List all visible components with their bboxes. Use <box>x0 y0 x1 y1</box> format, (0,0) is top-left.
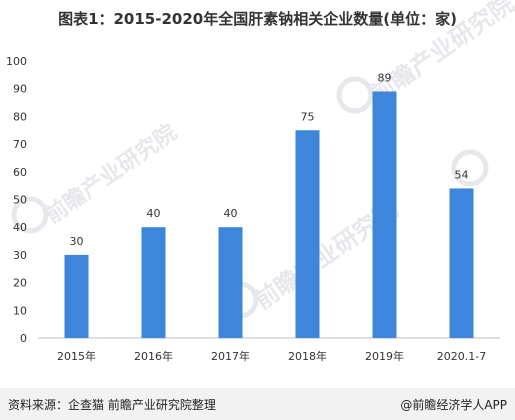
credit-note: @前瞻经济学人APP <box>400 398 507 412</box>
data-label: 30 <box>70 235 84 248</box>
y-tick-label: 90 <box>13 83 27 96</box>
bar <box>64 254 89 338</box>
y-tick-label: 70 <box>13 138 27 151</box>
bar <box>295 130 320 338</box>
data-label: 40 <box>147 207 161 220</box>
data-label: 54 <box>455 168 469 181</box>
data-label: 75 <box>301 110 315 123</box>
footer: 资料来源：企查猫 前瞻产业研究院整理 @前瞻经济学人APP <box>0 388 515 420</box>
bar <box>372 91 397 338</box>
y-tick-label: 100 <box>6 55 27 68</box>
source-note: 资料来源：企查猫 前瞻产业研究院整理 <box>8 398 216 412</box>
y-tick-label: 50 <box>13 194 27 207</box>
bar-chart: 前瞻产业研究院 前瞻产业研究院 前瞻产业研究院 0 10 20 30 40 50 60 70 8… <box>6 0 515 363</box>
watermark-logo-icon <box>336 76 374 114</box>
x-tick-label: 2018年 <box>288 349 327 363</box>
chart-title: 图表1：2015-2020年全国肝素钠相关企业数量(单位：家) <box>58 10 457 28</box>
y-tick-label: 20 <box>13 277 27 290</box>
y-axis: 0 10 20 30 40 50 60 70 80 90 100 <box>6 55 27 345</box>
bar <box>218 227 243 338</box>
x-tick-label: 2017年 <box>211 349 250 363</box>
y-tick-label: 30 <box>13 249 27 262</box>
x-tick-label: 2019年 <box>365 349 404 363</box>
x-tick-label: 2015年 <box>57 349 96 363</box>
x-tick-label: 2016年 <box>134 349 173 363</box>
y-tick-label: 40 <box>13 221 27 234</box>
bar <box>449 188 474 338</box>
y-tick-label: 80 <box>13 110 27 123</box>
watermark-logo-icon <box>451 149 489 187</box>
data-labels-group: 30 40 40 75 89 54 <box>70 71 469 247</box>
data-label: 89 <box>378 71 392 84</box>
x-axis: 2015年 2016年 2017年 2018年 2019年 2020.1-7 <box>57 349 486 363</box>
data-label: 40 <box>224 207 238 220</box>
x-tick-label: 2020.1-7 <box>437 350 486 363</box>
watermark-logo-icon <box>11 196 49 234</box>
bars-group <box>64 91 474 338</box>
bar <box>141 227 166 338</box>
y-tick-label: 10 <box>13 304 27 317</box>
y-tick-label: 60 <box>13 166 27 179</box>
watermark-group: 前瞻产业研究院 前瞻产业研究院 前瞻产业研究院 <box>11 0 515 319</box>
y-tick-label: 0 <box>20 332 27 345</box>
